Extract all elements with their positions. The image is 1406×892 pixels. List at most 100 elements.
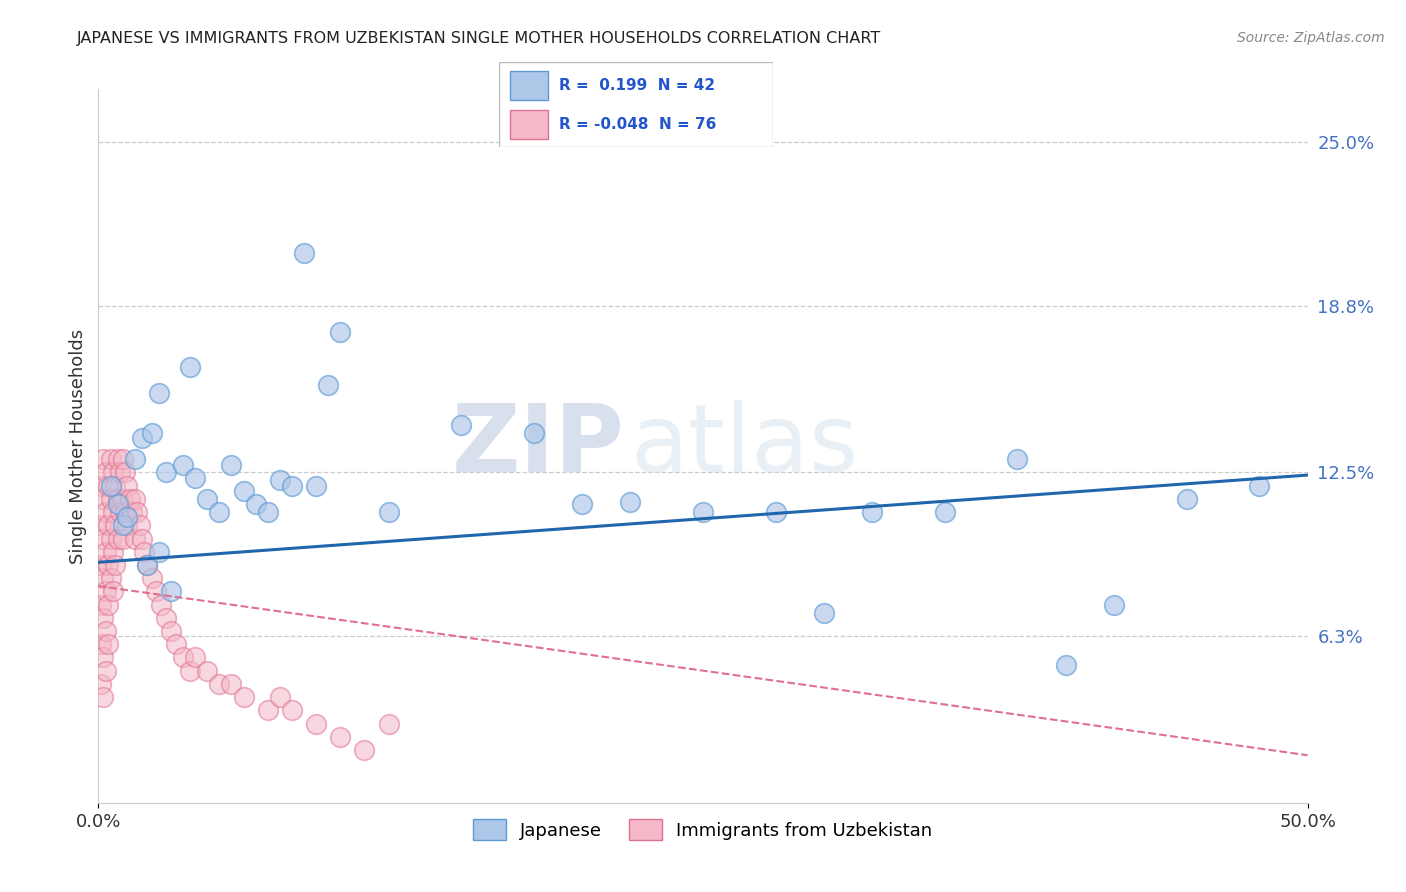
Point xyxy=(305,478,328,492)
Point xyxy=(184,650,207,665)
Point xyxy=(131,431,153,445)
Point xyxy=(245,497,267,511)
Text: R = -0.048  N = 76: R = -0.048 N = 76 xyxy=(560,117,717,132)
Point xyxy=(91,532,114,546)
Point xyxy=(692,505,714,519)
Point xyxy=(124,532,146,546)
Point xyxy=(619,494,641,508)
Point xyxy=(114,505,136,519)
Point xyxy=(90,478,112,492)
Point xyxy=(97,518,120,533)
Point xyxy=(91,491,114,506)
Point xyxy=(305,716,328,731)
Y-axis label: Single Mother Households: Single Mother Households xyxy=(69,328,87,564)
Point xyxy=(1054,658,1077,673)
Point xyxy=(114,466,136,480)
Point xyxy=(150,598,173,612)
Point xyxy=(94,505,117,519)
Point xyxy=(353,743,375,757)
Point xyxy=(523,425,546,440)
Point xyxy=(90,598,112,612)
Point xyxy=(135,558,157,572)
Point xyxy=(281,703,304,717)
FancyBboxPatch shape xyxy=(499,62,773,147)
Point xyxy=(100,491,122,506)
Point xyxy=(377,716,399,731)
Text: R =  0.199  N = 42: R = 0.199 N = 42 xyxy=(560,78,716,93)
Point xyxy=(765,505,787,519)
Point xyxy=(269,474,291,488)
Point xyxy=(145,584,167,599)
Point xyxy=(107,452,129,467)
Point xyxy=(104,478,127,492)
Point xyxy=(316,378,339,392)
Point xyxy=(97,558,120,572)
Point xyxy=(94,545,117,559)
Point xyxy=(1007,452,1029,467)
Point xyxy=(329,326,352,340)
Point xyxy=(269,690,291,704)
Point xyxy=(121,505,143,519)
Point xyxy=(101,545,124,559)
Point xyxy=(141,571,163,585)
Point xyxy=(91,650,114,665)
Point xyxy=(1175,491,1198,506)
Point xyxy=(179,359,201,374)
Point xyxy=(221,677,243,691)
Point xyxy=(860,505,883,519)
Point xyxy=(108,505,131,519)
Point xyxy=(155,466,177,480)
Point xyxy=(813,606,835,620)
Point xyxy=(101,584,124,599)
Point xyxy=(195,664,218,678)
Point xyxy=(90,637,112,651)
Point xyxy=(160,584,183,599)
Point xyxy=(148,386,170,401)
Point xyxy=(377,505,399,519)
Point xyxy=(90,558,112,572)
Point xyxy=(104,558,127,572)
Point xyxy=(172,458,194,472)
Point xyxy=(118,491,141,506)
Point xyxy=(131,532,153,546)
Point xyxy=(571,497,593,511)
Point xyxy=(221,458,243,472)
Point xyxy=(195,491,218,506)
Point xyxy=(155,611,177,625)
Point xyxy=(172,650,194,665)
Point xyxy=(101,466,124,480)
Point xyxy=(91,452,114,467)
Point xyxy=(148,545,170,559)
Point xyxy=(91,571,114,585)
Point xyxy=(160,624,183,638)
Text: Source: ZipAtlas.com: Source: ZipAtlas.com xyxy=(1237,31,1385,45)
Point xyxy=(128,518,150,533)
Point xyxy=(329,730,352,744)
Point xyxy=(100,452,122,467)
Point xyxy=(94,664,117,678)
Point xyxy=(179,664,201,678)
Point xyxy=(1249,478,1271,492)
Point xyxy=(94,624,117,638)
Point xyxy=(208,505,231,519)
Point xyxy=(107,532,129,546)
Point xyxy=(108,466,131,480)
Point xyxy=(165,637,187,651)
Point xyxy=(100,571,122,585)
Point xyxy=(292,246,315,260)
Point xyxy=(256,703,278,717)
Text: atlas: atlas xyxy=(630,400,859,492)
Point xyxy=(91,690,114,704)
Point xyxy=(117,518,139,533)
Point xyxy=(184,471,207,485)
Point xyxy=(281,478,304,492)
Point xyxy=(90,677,112,691)
Point xyxy=(101,505,124,519)
Point xyxy=(94,584,117,599)
Point xyxy=(104,518,127,533)
Text: JAPANESE VS IMMIGRANTS FROM UZBEKISTAN SINGLE MOTHER HOUSEHOLDS CORRELATION CHAR: JAPANESE VS IMMIGRANTS FROM UZBEKISTAN S… xyxy=(77,31,882,46)
Point xyxy=(111,518,134,533)
Point xyxy=(117,478,139,492)
Point xyxy=(97,478,120,492)
Point xyxy=(208,677,231,691)
